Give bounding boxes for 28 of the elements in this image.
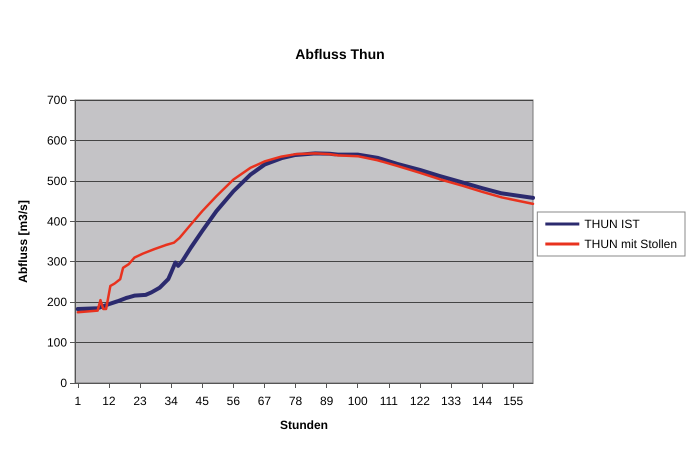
x-tick-label: 144 [472,394,492,408]
x-tick-label: 34 [164,394,178,408]
x-tick-label: 89 [320,394,334,408]
x-tick-label: 45 [196,394,210,408]
chart-title: Abfluss Thun [295,46,385,62]
y-tick-label: 100 [46,336,68,350]
y-tick-label: 300 [46,254,68,269]
x-tick-label: 23 [133,394,148,408]
legend-label: THUN mit Stollen [584,237,678,251]
legend-label: THUN IST [584,217,640,231]
y-tick-label: 0 [60,376,68,390]
y-tick-label: 500 [46,174,68,188]
y-tick-label: 200 [46,295,68,310]
x-axis-title: Stunden [280,418,328,432]
y-tick-label: 600 [46,133,68,148]
x-tick-label: 100 [348,394,368,408]
x-tick-label: 1 [74,394,82,408]
x-tick-label: 78 [288,394,303,408]
y-axis-title: Abfluss [m3/s] [16,200,30,283]
y-tick-label: 700 [46,93,68,107]
x-tick-label: 122 [410,394,430,408]
x-tick-label: 12 [102,394,116,408]
x-tick-label: 133 [440,394,462,408]
x-tick-label: 155 [503,394,524,408]
y-tick-label: 400 [46,214,68,228]
x-tick-label: 111 [380,394,398,408]
x-tick-label: 67 [258,394,272,408]
x-tick-label: 56 [226,394,240,408]
